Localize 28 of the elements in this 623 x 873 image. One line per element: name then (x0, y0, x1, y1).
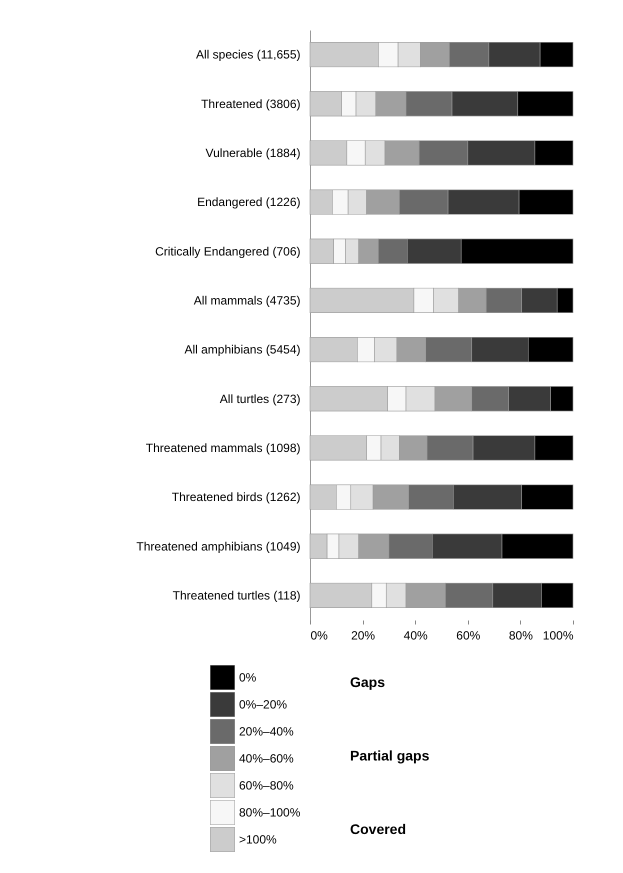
y-tick-label: Vulnerable (1884) (206, 146, 300, 160)
y-tick-label: Threatened birds (1262) (172, 490, 300, 504)
y-tick-label: All amphibians (5454) (184, 342, 301, 357)
legend-label: 80%–100% (239, 806, 301, 820)
y-tick-label: All turtles (273) (220, 392, 300, 406)
x-tick-label: 60% (456, 628, 481, 642)
legend-label: 0%–20% (239, 698, 288, 712)
legend-label: >100% (239, 832, 278, 846)
y-tick-label: Endangered (1226) (197, 195, 300, 210)
x-tick-label: 100% (542, 628, 574, 642)
y-tick-label: Threatened (3806) (201, 96, 300, 111)
y-tick-label: Threatened turtles (118) (172, 588, 300, 602)
text: Gaps (350, 674, 386, 690)
y-tick-label: All mammals (4735) (194, 293, 300, 308)
y-tick-label: Critically Endangered (706) (155, 244, 301, 258)
text: Covered (350, 821, 406, 838)
y-tick-label: All species (11,655) (196, 48, 300, 62)
legend-label: 60%–80% (239, 778, 294, 792)
y-tick-label: Threatened mammals (1098) (146, 440, 301, 455)
legend-label: 40%–60% (239, 752, 294, 766)
text: Partial gaps (350, 748, 430, 764)
legend-label: 0% (239, 670, 257, 684)
x-tick-label: 0% (310, 628, 328, 642)
x-tick-label: 40% (404, 628, 428, 642)
x-tick-label: 20% (351, 628, 376, 642)
x-tick-label: 80% (508, 628, 534, 642)
legend-label: 20%–40% (239, 724, 294, 738)
y-tick-label: Threatened amphibians (1049) (136, 539, 300, 554)
